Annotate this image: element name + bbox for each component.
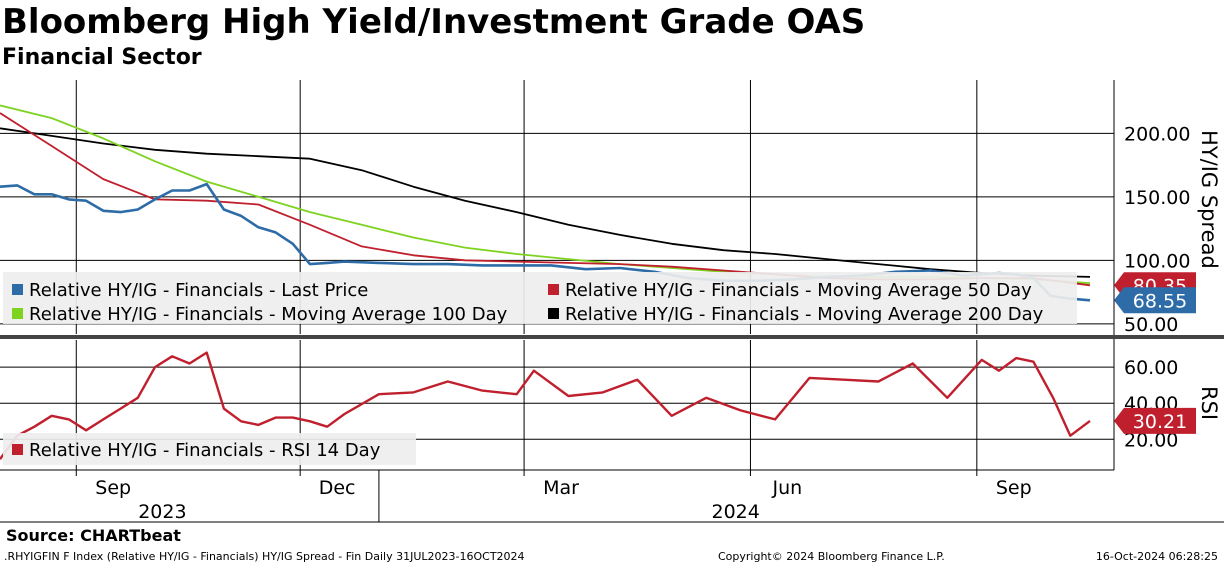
legend-entry: Relative HY/IG - Financials - Moving Ave… xyxy=(565,280,1032,301)
legend-entry: Relative HY/IG - Financials - Moving Ave… xyxy=(29,304,508,325)
year-label: 2023 xyxy=(138,501,186,523)
last-price-value-tag: 68.55 xyxy=(1133,290,1187,312)
rsi-line xyxy=(0,351,1091,460)
chart-subtitle: Financial Sector xyxy=(2,45,202,70)
bottom-y-axis-title: RSI xyxy=(1197,386,1221,420)
legend-swatch xyxy=(548,308,559,319)
legend-swatch xyxy=(12,308,23,319)
legend-swatch xyxy=(12,444,23,455)
x-month-label: Sep xyxy=(95,477,131,499)
top-y-tick-label: 200.00 xyxy=(1124,123,1190,145)
panel-divider xyxy=(0,335,1224,339)
legend-entry: Relative HY/IG - Financials - Last Price xyxy=(29,280,368,301)
source-note: Source: CHARTbeat xyxy=(6,526,181,545)
rsi-last-value-tag: 30.21 xyxy=(1133,411,1187,433)
year-label: 2024 xyxy=(712,501,760,523)
top-legend-box xyxy=(3,272,1077,324)
top-y-tick-label: 50.00 xyxy=(1124,314,1178,336)
top-y-tick-label: 150.00 xyxy=(1124,187,1190,209)
last-price-value-tag-bg xyxy=(1114,287,1196,314)
bottom-y-tick-label: 60.00 xyxy=(1124,357,1178,379)
top-y-tick-label: 100.00 xyxy=(1124,250,1190,272)
legend-swatch xyxy=(12,284,23,295)
rsi-last-value-tag-bg xyxy=(1114,407,1196,434)
footer-timestamp: 16-Oct-2024 06:28:25 xyxy=(1095,550,1218,563)
bottom-y-tick-label: 20.00 xyxy=(1124,429,1178,451)
chart-title: Bloomberg High Yield/Investment Grade OA… xyxy=(2,2,866,42)
chart-canvas: 200.00 150.00 100.00 50.00 HY/IG Spread 60.0… xyxy=(0,80,1224,523)
x-month-label: Jun xyxy=(772,477,803,499)
ma50-line xyxy=(0,112,1091,287)
x-month-label: Dec xyxy=(319,477,356,499)
legend-entry: Relative HY/IG - Financials - Moving Ave… xyxy=(565,304,1044,325)
legend-swatch xyxy=(548,284,559,295)
bottom-legend-box xyxy=(3,433,416,465)
ma200-line xyxy=(0,127,1091,278)
x-month-label: Sep xyxy=(996,477,1032,499)
last-price-line xyxy=(0,182,1091,302)
footer-description: .RHYIGFIN F Index (Relative HY/IG - Fina… xyxy=(4,550,525,563)
footer-copyright: Copyright© 2024 Bloomberg Finance L.P. xyxy=(718,550,945,563)
x-month-label: Mar xyxy=(543,477,579,499)
top-y-axis-title: HY/IG Spread xyxy=(1197,130,1221,269)
legend-entry: Relative HY/IG - Financials - RSI 14 Day xyxy=(29,440,381,461)
